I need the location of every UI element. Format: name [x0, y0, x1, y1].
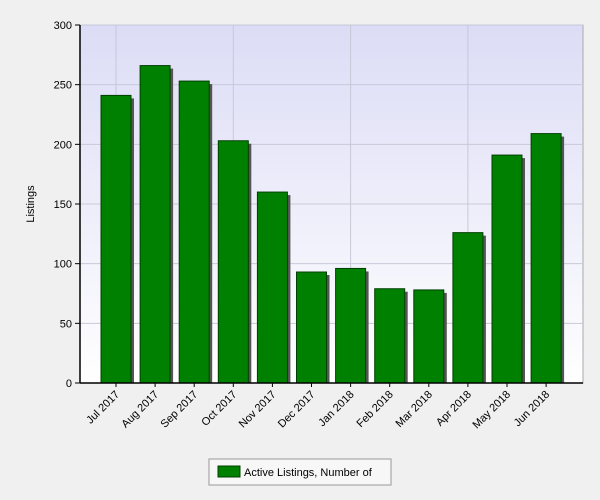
- y-tick-label: 150: [54, 199, 72, 211]
- bar: [178, 80, 210, 384]
- y-tick-label: 100: [54, 259, 72, 271]
- y-tick-label: 50: [60, 318, 72, 330]
- bar: [217, 140, 249, 384]
- bar: [335, 267, 367, 384]
- bar: [139, 65, 171, 384]
- bar: [452, 232, 484, 384]
- bar: [256, 191, 288, 384]
- bar: [374, 288, 406, 384]
- bar: [530, 133, 562, 384]
- bar: [413, 289, 445, 384]
- y-tick-label: 300: [54, 20, 72, 32]
- y-tick-label: 0: [66, 378, 72, 390]
- y-axis-label: Listings: [25, 185, 37, 223]
- y-tick-label: 250: [54, 80, 72, 92]
- bar: [296, 271, 327, 384]
- bar: [100, 94, 132, 384]
- legend-swatch: [217, 465, 241, 478]
- legend-label: Active Listings, Number of: [244, 467, 373, 479]
- y-tick-label: 200: [54, 139, 72, 151]
- bar: [491, 154, 523, 384]
- legend: Active Listings, Number of: [208, 458, 392, 486]
